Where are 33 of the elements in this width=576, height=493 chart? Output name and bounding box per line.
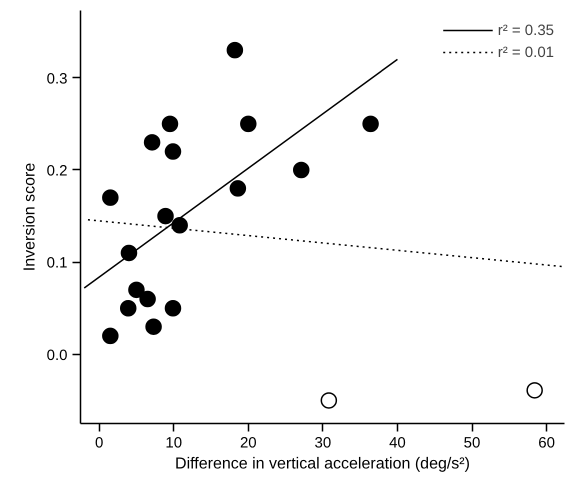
x-axis-title: Difference in vertical acceleration (deg/s²) <box>175 456 470 472</box>
point <box>362 116 379 132</box>
y-tick-label: 0.1 <box>46 254 68 272</box>
x-tick-label: 50 <box>464 434 480 452</box>
point <box>162 116 178 132</box>
point <box>226 42 244 58</box>
point <box>144 134 160 151</box>
x-tick-label: 0 <box>94 434 104 452</box>
point <box>102 328 119 344</box>
point <box>164 143 182 160</box>
point <box>320 392 338 409</box>
y-axis-title: Inversion score <box>22 162 39 272</box>
point <box>230 180 246 197</box>
y-tick-label: 0.3 <box>46 70 68 88</box>
point <box>128 282 145 298</box>
point <box>157 208 174 224</box>
x-tick-label: 40 <box>389 434 406 452</box>
point <box>120 300 136 316</box>
x-tick-label: 30 <box>314 434 332 452</box>
x-tick-label: 20 <box>240 434 257 452</box>
y-tick-label: 0.2 <box>46 162 68 180</box>
legend-label: r² = 0.01 <box>498 44 554 60</box>
point <box>102 189 119 206</box>
point <box>145 318 162 335</box>
point <box>139 290 156 308</box>
y-tick-label: 0.0 <box>46 346 68 364</box>
x-tick-label: 60 <box>538 434 555 452</box>
point <box>240 116 257 132</box>
point <box>164 300 182 316</box>
point <box>526 382 543 399</box>
x-tick-label: 10 <box>165 434 182 452</box>
legend-label: r² = 0.35 <box>498 22 554 38</box>
point <box>292 162 310 178</box>
